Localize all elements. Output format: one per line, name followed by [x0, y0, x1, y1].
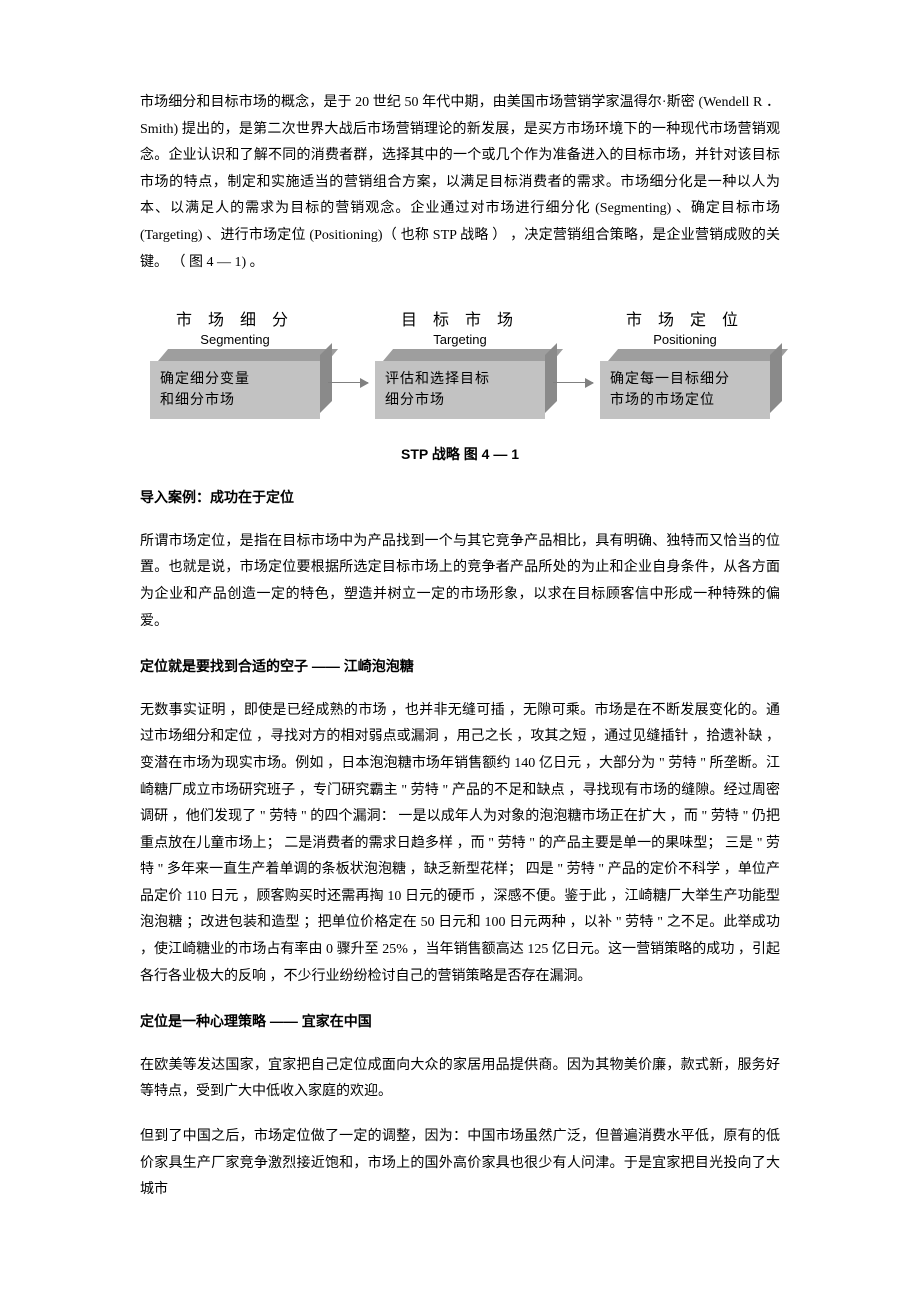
diagram-box-text: 确定细分变量 和细分市场	[150, 361, 320, 419]
sub2-heading: 定位是一种心理策略 —— 宜家在中国	[140, 1008, 780, 1035]
diagram-label-zh: 市 场 定 位	[626, 306, 744, 330]
diagram-box: 评估和选择目标 细分市场	[375, 361, 545, 419]
document-page: 市场细分和目标市场的概念，是于 20 世纪 50 年代中期，由美国市场营销学家温…	[70, 0, 850, 1292]
diagram-label-zh: 目 标 市 场	[401, 306, 519, 330]
diagram-box-text: 确定每一目标细分 市场的市场定位	[600, 361, 770, 419]
case-intro: 所谓市场定位，是指在目标市场中为产品找到一个与其它竞争产品相比，具有明确、独特而…	[140, 529, 780, 635]
sub1-body: 无数事实证明 ，即使是已经成熟的市场 ，也并非无缝可插 ，无隙可乘。市场是在不断…	[140, 698, 780, 991]
diagram-box: 确定每一目标细分 市场的市场定位	[600, 361, 770, 419]
diagram-label-en: Targeting	[433, 332, 486, 347]
diagram-column: 市 场 细 分 Segmenting 确定细分变量 和细分市场	[150, 306, 320, 419]
case-heading: 导入案例：成功在于定位	[140, 484, 780, 511]
sub2-body1: 在欧美等发达国家，宜家把自己定位成面向大众的家居用品提供商。因为其物美价廉，款式…	[140, 1053, 780, 1106]
diagram-box: 确定细分变量 和细分市场	[150, 361, 320, 419]
sub1-heading: 定位就是要找到合适的空子 —— 江崎泡泡糖	[140, 653, 780, 680]
diagram-arrow	[551, 353, 595, 419]
stp-diagram: 市 场 细 分 Segmenting 确定细分变量 和细分市场 目 标 市 场 Targ…	[150, 306, 770, 419]
diagram-box-text: 评估和选择目标 细分市场	[375, 361, 545, 419]
intro-paragraph: 市场细分和目标市场的概念，是于 20 世纪 50 年代中期，由美国市场营销学家温…	[140, 90, 780, 276]
diagram-arrow	[326, 353, 370, 419]
sub2-body2: 但到了中国之后，市场定位做了一定的调整，因为：中国市场虽然广泛，但普遍消费水平低…	[140, 1124, 780, 1204]
diagram-label-en: Segmenting	[200, 332, 269, 347]
diagram-column: 目 标 市 场 Targeting 评估和选择目标 细分市场	[375, 306, 545, 419]
diagram-label-en: Positioning	[653, 332, 717, 347]
diagram-label-zh: 市 场 细 分	[176, 306, 294, 330]
diagram-column: 市 场 定 位 Positioning 确定每一目标细分 市场的市场定位	[600, 306, 770, 419]
diagram-caption: STP 战略 图 4 — 1	[140, 444, 780, 464]
